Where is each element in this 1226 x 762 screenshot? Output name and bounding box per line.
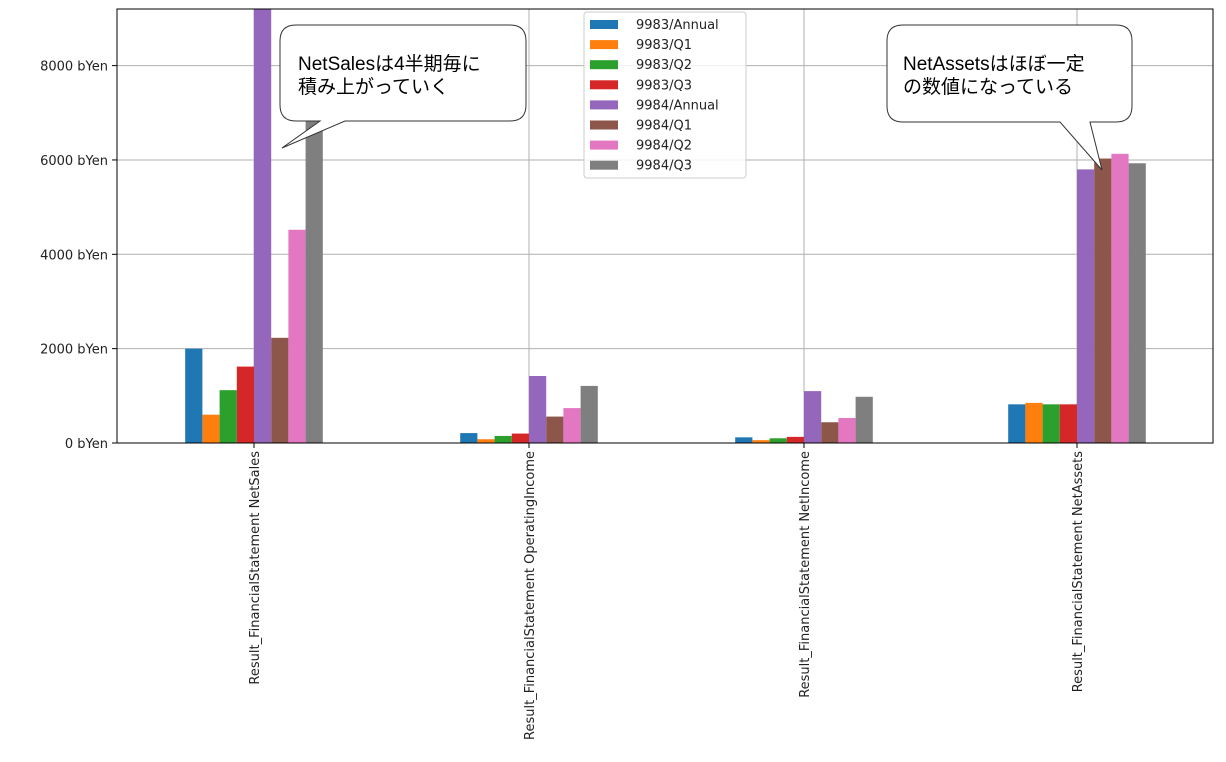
bar [529,376,547,443]
bar [305,115,323,444]
legend-swatch [590,80,618,90]
callout-text-line: NetAssetsはほぼ一定 [903,53,1085,75]
y-tick-label: 6000 bYen [40,154,108,169]
callout-text-line: NetSalesは4半期毎に [298,53,481,75]
bar [1042,404,1060,443]
callout-text-line: 積み上がっていく [298,76,449,98]
bar [769,438,787,443]
legend-swatch [590,60,618,70]
legend-label: 9984/Annual [636,98,719,113]
bar [271,337,289,443]
callout-shape [886,24,1133,171]
bar [580,385,598,443]
y-tick-label: 4000 bYen [40,248,108,263]
legend-label: 9984/Q3 [636,159,692,174]
x-axis-ticks: Result_FinancialStatement NetSales Result… [248,443,1086,740]
bar [804,391,822,443]
bar [563,408,581,443]
y-tick-label: 8000 bYen [40,60,108,75]
legend-label: 9983/Q2 [636,58,692,73]
bar [786,436,804,443]
legend-label: 9984/Q2 [636,139,692,154]
legend-box [583,11,747,179]
bar [735,437,753,443]
bar [1077,169,1095,444]
legend-label: 9983/Annual [636,18,719,33]
bar [752,440,770,443]
legend-label: 9984/Q1 [636,119,692,134]
bar [288,229,306,443]
bar [477,439,495,443]
y-tick-label: 2000 bYen [40,343,108,358]
x-tick-label: Result_FinancialStatement NetSales [248,451,263,685]
bar [460,433,478,443]
bar [1094,158,1112,443]
callout-text-line: の数値になっている [903,76,1073,98]
legend-swatch [590,20,618,29]
legend-swatch [590,140,618,150]
bar [1128,163,1146,443]
y-axis-ticks: 0 bYen 2000 bYen 4000 bYen 6000 bYen 8000 bY… [40,60,117,452]
legend-label: 9983/Q1 [636,38,692,53]
bar [1111,153,1129,443]
legend-swatch [590,40,618,50]
bar [494,435,512,443]
x-tick-label: Result_FinancialStatement NetAssets [1071,451,1086,692]
bar [838,417,856,443]
bar [1059,404,1077,443]
bar [855,396,873,443]
bar [511,433,529,443]
bars [185,9,1146,444]
y-tick-label: 0 bYen [65,437,108,452]
x-tick-label: Result_FinancialStatement OperatingIncom… [523,451,538,740]
bar [1008,404,1026,443]
legend: 9983/Annual 9983/Q1 9983/Q2 9983/Q3 9984/Ann… [583,11,747,179]
bar [202,414,220,443]
bar [821,422,839,443]
legend-label: 9983/Q3 [636,78,692,93]
bar [1025,402,1043,443]
bar [185,348,203,443]
callout-shape [279,24,527,149]
legend-swatch [590,160,618,170]
bar [219,390,237,443]
legend-swatch [590,120,618,130]
bar [546,416,564,443]
bar [254,9,272,443]
bar [236,366,254,443]
x-tick-label: Result_FinancialStatement NetIncome [798,451,813,698]
legend-swatch [590,100,618,110]
plot-frame [116,8,1214,444]
